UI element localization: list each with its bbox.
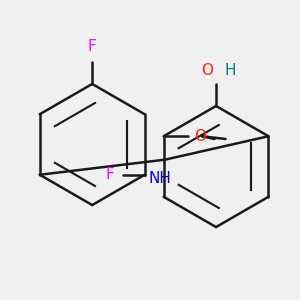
Text: NH: NH — [148, 171, 171, 186]
Text: H: H — [224, 63, 236, 78]
Text: F: F — [106, 167, 114, 182]
Text: O: O — [194, 129, 206, 144]
Text: F: F — [88, 39, 97, 54]
Text: O: O — [201, 63, 213, 78]
